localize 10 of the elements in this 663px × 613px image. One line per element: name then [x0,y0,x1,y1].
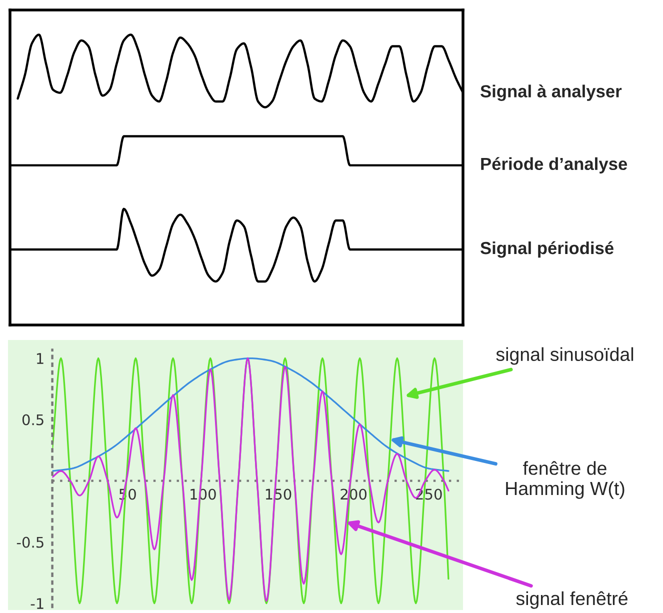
series-label: Signal périodisé [480,241,614,258]
series-label: Période d’analyse [481,157,628,174]
text: signal sinusoïdal [496,347,634,365]
y-tick-label: 0.5 [22,414,44,426]
text: fenêtre de Hamming W(t) [506,461,624,499]
y-tick-label: 1 [36,353,44,364]
y-tick-label: -0.5 [16,536,44,548]
text: signal fenêtré [516,591,628,609]
y-tick-label: -1 [30,598,44,609]
series-label: Signal à analyser [480,84,622,101]
